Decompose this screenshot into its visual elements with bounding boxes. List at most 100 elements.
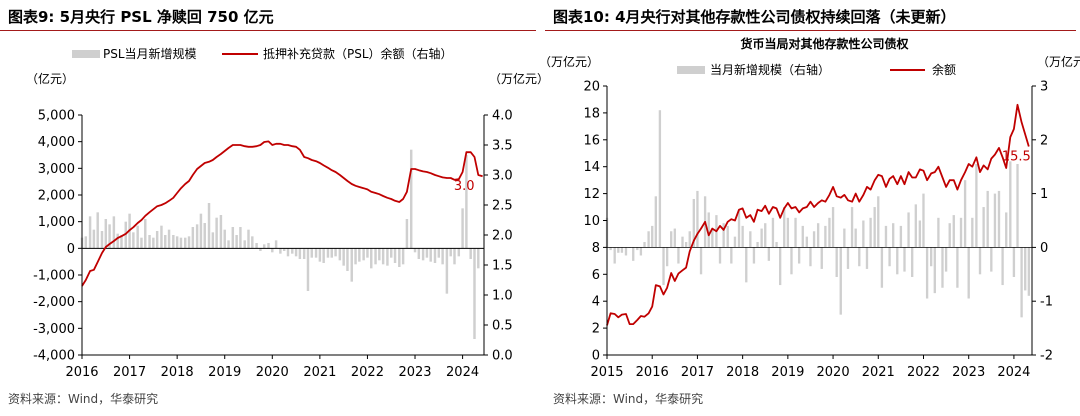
right-bar-65	[850, 207, 854, 248]
left-bar-60	[318, 248, 322, 262]
right-bar-106	[1005, 212, 1008, 248]
left-bar-62	[326, 248, 330, 258]
left-bar-39	[235, 235, 238, 249]
left-bar-82	[405, 219, 409, 249]
left-left-tick-label: 2,000	[38, 189, 75, 204]
right-bar-64	[846, 247, 850, 269]
left-bar-93	[449, 248, 452, 257]
right-bar-20	[681, 236, 684, 248]
left-right-tick-label: 2.0	[492, 229, 513, 244]
left-bar-47	[267, 243, 270, 249]
left-bar-10	[120, 235, 123, 249]
right-end-value-label: 15.5	[1002, 150, 1031, 165]
right-bar-79	[903, 247, 906, 272]
left-bar-66	[342, 248, 345, 266]
right-bar-89	[941, 247, 944, 288]
right-bar-18	[673, 228, 676, 248]
left-bar-21	[164, 235, 167, 249]
right-bar-76	[892, 223, 895, 248]
left-bar-67	[346, 248, 349, 271]
left-left-tick-label: -1,000	[33, 269, 75, 284]
left-bar-6	[104, 219, 108, 249]
right-bar-44	[771, 217, 775, 248]
right-left-tick-label: 10	[583, 214, 600, 229]
right-bar-70	[869, 217, 872, 248]
right-bar-34	[733, 236, 737, 248]
left-bar-11	[124, 221, 127, 249]
right-bar-73	[880, 247, 884, 288]
left-bar-14	[136, 225, 139, 249]
right-bar-21	[684, 242, 688, 248]
left-figure-title: 图表9: 5月央行 PSL 净赎回 750 亿元	[8, 8, 274, 26]
right-figure-panel: 图表10: 4月央行对其他存款性公司债权持续回落（未更新） 货币当局对其他存款性…	[539, 0, 1080, 416]
right-bar-46	[778, 247, 782, 286]
left-left-tick-label: 0	[67, 242, 75, 257]
right-bar-23	[692, 198, 695, 248]
left-bar-97	[465, 155, 468, 249]
right-bar-95	[963, 180, 967, 248]
right-right-tick-label: 1	[1040, 187, 1048, 202]
left-bar-23	[172, 235, 175, 249]
right-x-tick-label: 2017	[681, 365, 714, 380]
right-bar-27	[707, 212, 710, 248]
left-bar-18	[152, 237, 155, 249]
right-left-tick-label: 16	[583, 133, 600, 148]
right-bar-50	[794, 217, 797, 248]
left-x-tick-label: 2020	[256, 365, 289, 380]
left-left-tick-label: -3,000	[33, 322, 75, 337]
right-bar-105	[1001, 247, 1004, 286]
left-bar-3	[92, 229, 96, 249]
right-bar-111	[1024, 247, 1027, 291]
left-bar-25	[179, 237, 183, 249]
right-left-tick-label: 0	[592, 349, 600, 364]
left-bar-57	[306, 248, 310, 291]
right-right-tick-label: -2	[1040, 349, 1053, 364]
right-x-tick-label: 2021	[862, 365, 895, 380]
left-bar-59	[314, 248, 318, 258]
left-bar-63	[330, 248, 333, 258]
left-bar-86	[421, 248, 425, 261]
right-legend-line-label: 余额	[932, 62, 956, 77]
left-legend-line-label: 抵押补充贷款（PSL）余额（右轴）	[263, 46, 453, 61]
left-bar-51	[282, 248, 286, 251]
left-left-axis-unit: （亿元）	[26, 71, 74, 86]
left-bar-29	[195, 224, 199, 249]
left-bar-78	[390, 248, 393, 258]
right-bar-103	[993, 193, 997, 248]
left-bar-8	[112, 216, 116, 249]
right-bar-42	[764, 223, 767, 248]
left-title-rule	[0, 30, 536, 31]
left-source-note: 资料来源：Wind，华泰研究	[8, 392, 159, 406]
right-bar-14	[658, 110, 662, 248]
left-bar-30	[199, 213, 203, 249]
right-bar-97	[971, 217, 974, 248]
left-bar-16	[144, 219, 147, 249]
right-bar-74	[884, 225, 888, 248]
right-right-tick-label: 3	[1040, 80, 1048, 95]
left-bar-17	[148, 235, 151, 249]
right-bar-8	[636, 247, 639, 251]
left-bar-58	[310, 248, 314, 258]
left-right-tick-label: 1.0	[492, 289, 513, 304]
right-source-note: 资料来源：Wind，华泰研究	[553, 392, 704, 406]
right-bar-32	[726, 225, 729, 248]
left-x-tick-label: 2018	[161, 365, 194, 380]
left-bar-85	[417, 248, 421, 259]
right-bar-47	[783, 207, 786, 248]
right-bar-96	[967, 247, 970, 299]
right-balance-line	[606, 103, 1030, 326]
left-bar-56	[302, 248, 306, 259]
left-chart-svg: PSL当月新增规模 抵押补充贷款（PSL）余额（右轴） （亿元） （万亿元） 3.0 5,…	[26, 46, 549, 380]
left-bar-65	[338, 248, 342, 261]
left-bar-83	[409, 149, 413, 249]
right-bar-93	[956, 247, 959, 288]
left-bar-76	[381, 248, 385, 265]
left-bar-34	[215, 217, 218, 249]
left-x-tick-label: 2021	[303, 365, 336, 380]
right-bar-36	[741, 225, 744, 248]
left-bar-31	[203, 223, 206, 249]
right-bar-80	[907, 212, 910, 248]
right-x-tick-label: 2023	[952, 365, 985, 380]
right-bar-13	[654, 196, 657, 248]
right-legend-bar-swatch	[677, 66, 705, 74]
